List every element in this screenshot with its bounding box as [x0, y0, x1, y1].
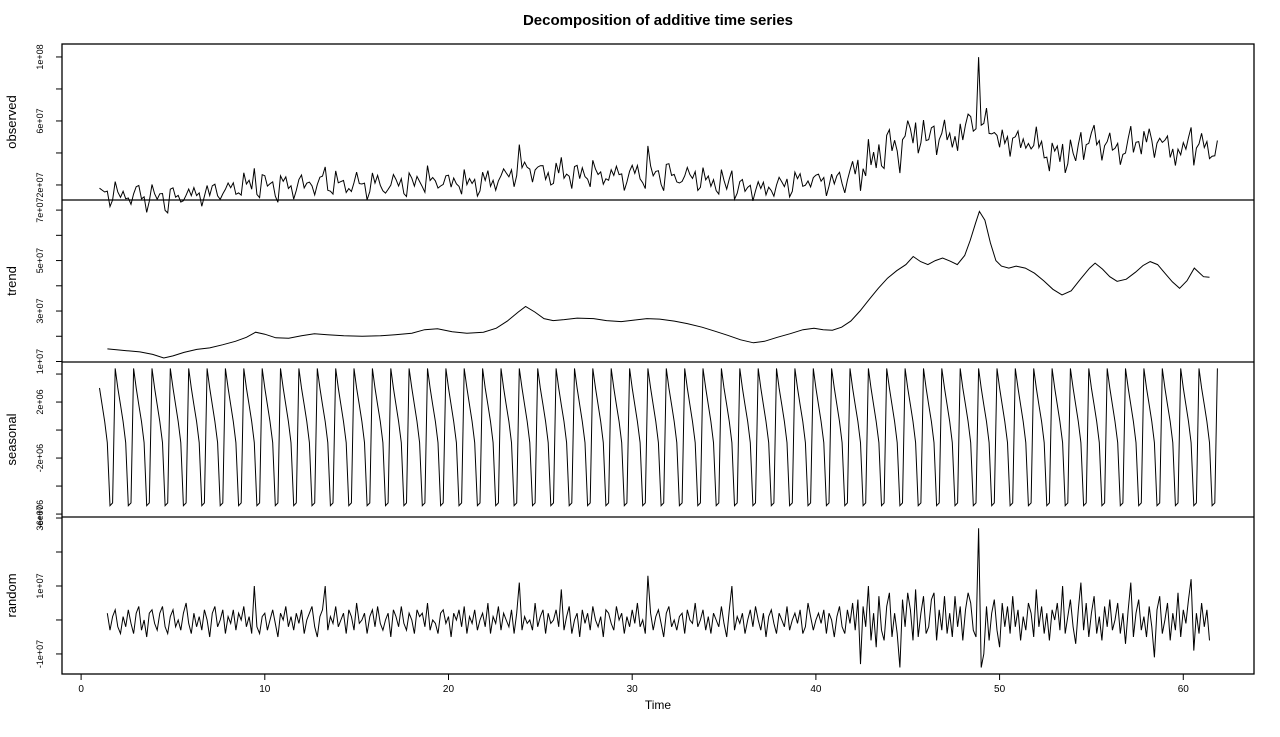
trend-line [107, 210, 1210, 359]
x-tick-label: 0 [78, 684, 84, 695]
y-tick-label: 1e+07 [35, 349, 45, 374]
panel-label-random: random [4, 573, 19, 617]
y-tick-label: 7e+07 [35, 197, 45, 222]
y-tick-label: 5e+07 [35, 248, 45, 273]
chart-title: Decomposition of additive time series [522, 12, 794, 29]
panel-label-trend: trend [4, 266, 19, 296]
y-tick-label: 3e+07 [35, 505, 45, 530]
x-tick-label: 10 [259, 684, 271, 695]
x-tick-label: 20 [443, 684, 455, 695]
y-tick-label: -1e+07 [35, 640, 45, 668]
y-tick-label: 2e+07 [35, 172, 45, 197]
panel-label-seasonal: seasonal [4, 413, 19, 465]
x-tick-label: 40 [810, 684, 822, 695]
y-tick-label: 3e+07 [35, 298, 45, 323]
y-tick-label: 1e+07 [35, 573, 45, 598]
plot-border [61, 43, 1255, 675]
y-tick-label: -2e+06 [35, 444, 45, 472]
y-tick-label: 6e+07 [35, 108, 45, 133]
observed-line [99, 57, 1218, 214]
y-tick-label: 1e+08 [35, 44, 45, 69]
seasonal-line [99, 368, 1218, 507]
x-tick-label: 60 [1178, 684, 1190, 695]
x-axis-title: Time [644, 698, 672, 712]
x-tick-label: 50 [994, 684, 1006, 695]
random-line [106, 528, 1210, 668]
y-tick-label: -6e+06 [35, 500, 45, 528]
panel-label-observed: observed [4, 95, 19, 148]
x-tick-label: 30 [627, 684, 639, 695]
y-tick-label: 2e+06 [35, 389, 45, 414]
